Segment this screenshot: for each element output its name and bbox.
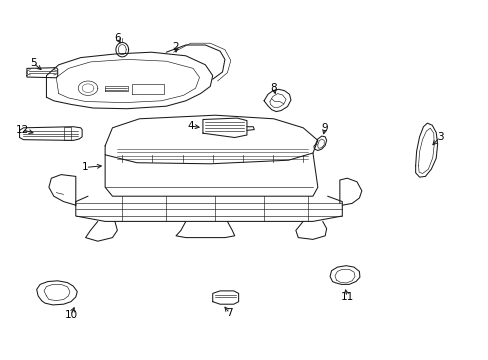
Text: 11: 11 (340, 292, 353, 302)
Text: 1: 1 (82, 162, 89, 172)
Text: 2: 2 (172, 42, 179, 52)
Text: 7: 7 (226, 308, 233, 318)
Text: 5: 5 (30, 58, 37, 68)
Text: 6: 6 (114, 33, 121, 43)
Text: 10: 10 (64, 310, 77, 320)
Text: 3: 3 (436, 132, 443, 142)
Text: 4: 4 (187, 121, 194, 131)
Text: 8: 8 (270, 83, 277, 93)
Text: 9: 9 (321, 123, 328, 133)
Text: 12: 12 (15, 125, 29, 135)
